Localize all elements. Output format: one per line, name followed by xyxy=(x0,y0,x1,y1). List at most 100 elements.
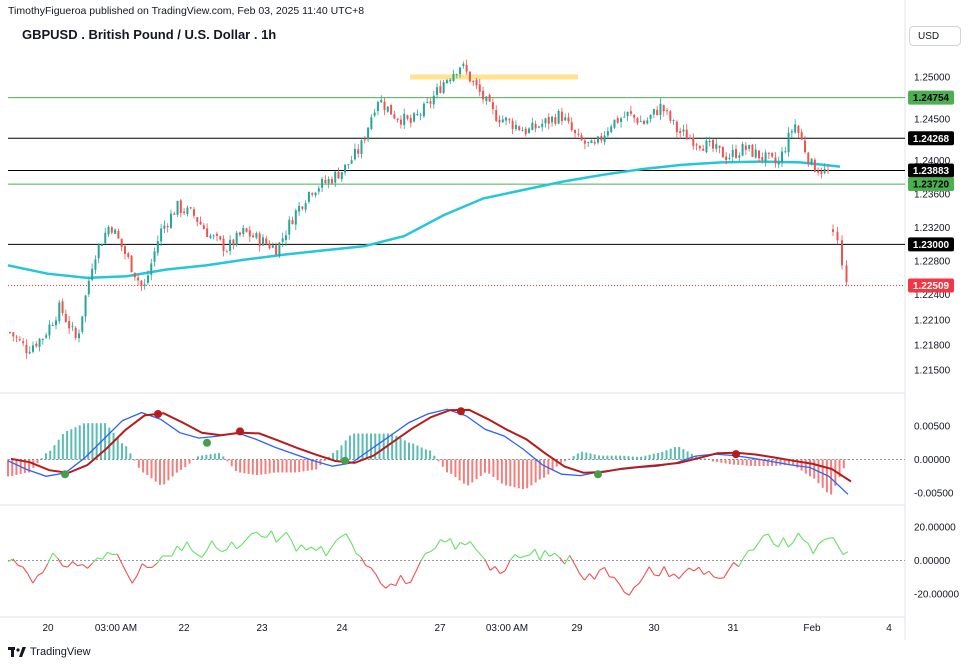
osc-seg-121 xyxy=(603,567,610,578)
macd-hist-141 xyxy=(602,455,605,460)
macd-hist-125 xyxy=(534,459,537,483)
candle-6 xyxy=(28,346,31,355)
macd-hist-136 xyxy=(581,451,584,460)
candle-165 xyxy=(551,115,554,127)
candle-body-134 xyxy=(449,79,452,82)
candle-body-32 xyxy=(114,229,117,234)
candle-168 xyxy=(560,107,563,126)
candle-body-89 xyxy=(301,206,304,209)
candle-body-123 xyxy=(413,113,416,122)
candle-body-226 xyxy=(751,144,754,157)
candle-body-54 xyxy=(186,207,189,215)
candle-body-141 xyxy=(472,81,475,83)
candle-body-191 xyxy=(636,118,639,124)
candle-221 xyxy=(735,144,738,160)
candle-210 xyxy=(698,145,701,152)
candle-144 xyxy=(482,86,485,104)
candle-216 xyxy=(718,145,721,154)
macd-hist-12 xyxy=(57,439,60,460)
osc-seg-156 xyxy=(777,537,784,548)
candle-175 xyxy=(583,137,586,150)
osc-seg-145 xyxy=(723,569,730,579)
candle-body-58 xyxy=(199,221,202,225)
osc-seg-106 xyxy=(529,548,536,556)
macd-hist-55 xyxy=(239,459,242,473)
macd-hist-47 xyxy=(205,454,208,460)
symbol-title[interactable]: GBPUSD . British Pound / U.S. Dollar . 1… xyxy=(22,27,277,42)
candle-body-18 xyxy=(68,321,71,329)
time-axis[interactable]: 20 03:00 AM 22 23 24 27 03:00 AM 29 30 31 Feb 4 xyxy=(42,623,892,634)
macd-hist-128 xyxy=(547,459,550,475)
candle-4 xyxy=(22,337,25,347)
candle-body-190 xyxy=(633,114,636,118)
candle-body-25 xyxy=(91,268,94,280)
candle-body-14 xyxy=(54,320,57,326)
price-axis[interactable]: 1.25000 1.24500 1.24000 1.23600 1.23200 1.228… xyxy=(914,73,951,377)
macd-hist-64 xyxy=(277,459,280,473)
candle-body-182 xyxy=(606,131,609,136)
osc-seg-53 xyxy=(266,530,272,538)
currency-button[interactable]: USD xyxy=(909,26,961,46)
candle-body-68 xyxy=(232,239,235,246)
gap-candle-body-0 xyxy=(832,229,834,232)
macd-hist-40 xyxy=(175,459,178,473)
macd-hist-121 xyxy=(517,459,520,489)
macd-hist-13 xyxy=(61,434,64,460)
candle-body-243 xyxy=(807,152,810,164)
macd-hist-91 xyxy=(391,433,394,460)
macd-hist-24 xyxy=(108,427,111,460)
level-badge-2 xyxy=(908,163,954,178)
macd-hist-155 xyxy=(661,451,664,460)
candle-167 xyxy=(557,109,560,125)
osc-seg-123 xyxy=(613,577,620,585)
macd-hist-95 xyxy=(408,442,411,460)
osc-seg-66 xyxy=(330,540,337,549)
candle-211 xyxy=(702,144,705,151)
candle-199 xyxy=(662,104,665,117)
candle-body-161 xyxy=(537,126,540,128)
candle-body-225 xyxy=(748,145,751,149)
osc-seg-68 xyxy=(340,533,347,538)
level-badge-text-0: 1.24754 xyxy=(913,93,950,104)
candle-2 xyxy=(15,335,18,343)
candle-body-88 xyxy=(298,205,301,212)
osc-seg-80 xyxy=(400,574,407,584)
candle-body-144 xyxy=(482,90,485,100)
candle-15 xyxy=(58,299,61,324)
candle-180 xyxy=(600,132,603,144)
candle-body-51 xyxy=(176,200,179,215)
candle-166 xyxy=(554,113,557,126)
macd-hist-126 xyxy=(538,459,541,480)
footer-branding[interactable]: TradingView xyxy=(8,646,91,658)
candle-111 xyxy=(373,108,376,118)
candle-body-215 xyxy=(715,144,718,149)
candle-124 xyxy=(416,109,419,117)
osc-seg-93 xyxy=(464,541,471,546)
candle-172 xyxy=(574,129,577,138)
macd-hist-101 xyxy=(433,455,436,460)
candle-213 xyxy=(708,136,711,147)
time-tick-8: 30 xyxy=(648,623,660,634)
candle-body-86 xyxy=(291,220,294,225)
macd-hist-29 xyxy=(129,453,132,460)
osc-seg-119 xyxy=(594,570,600,580)
candle-90 xyxy=(304,200,307,213)
candle-160 xyxy=(534,120,537,133)
osc-seg-100 xyxy=(499,570,506,575)
macd-hist-98 xyxy=(420,447,423,460)
candle-body-108 xyxy=(363,139,366,141)
osc-seg-14 xyxy=(72,561,78,567)
candle-143 xyxy=(478,79,481,97)
candle-51 xyxy=(176,200,179,218)
candle-207 xyxy=(689,134,692,140)
macd-hist-39 xyxy=(171,459,174,477)
macd-hist-104 xyxy=(445,459,448,473)
candle-body-102 xyxy=(344,164,347,173)
candle-body-137 xyxy=(459,67,462,75)
osc-seg-82 xyxy=(410,571,417,583)
osc-seg-164 xyxy=(817,539,824,545)
macd-hist-27 xyxy=(120,443,123,460)
candle-body-112 xyxy=(376,102,379,111)
candle-149 xyxy=(498,115,501,128)
